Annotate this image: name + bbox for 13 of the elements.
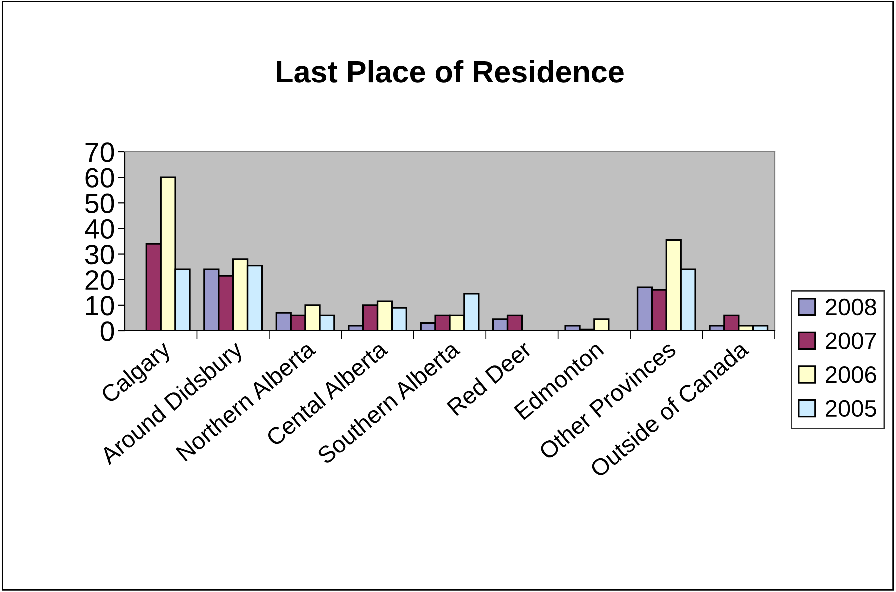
chart-title: Last Place of Residence bbox=[277, 60, 624, 83]
y-tick-label: 50 bbox=[85, 194, 114, 214]
y-tick-label: 0 bbox=[100, 322, 114, 342]
legend-label: 2005 bbox=[826, 400, 876, 418]
y-tick-label: 70 bbox=[86, 142, 114, 162]
y-tick-label: 10 bbox=[86, 296, 114, 316]
y-tick-label: 60 bbox=[86, 168, 114, 188]
legend-label: 2007 bbox=[826, 332, 876, 350]
legend-label: 2006 bbox=[826, 366, 876, 384]
y-tick-label: 30 bbox=[85, 244, 114, 265]
y-tick-label: 20 bbox=[86, 270, 114, 290]
y-tick-label: 40 bbox=[85, 219, 114, 240]
legend-label: 2008 bbox=[826, 298, 876, 316]
